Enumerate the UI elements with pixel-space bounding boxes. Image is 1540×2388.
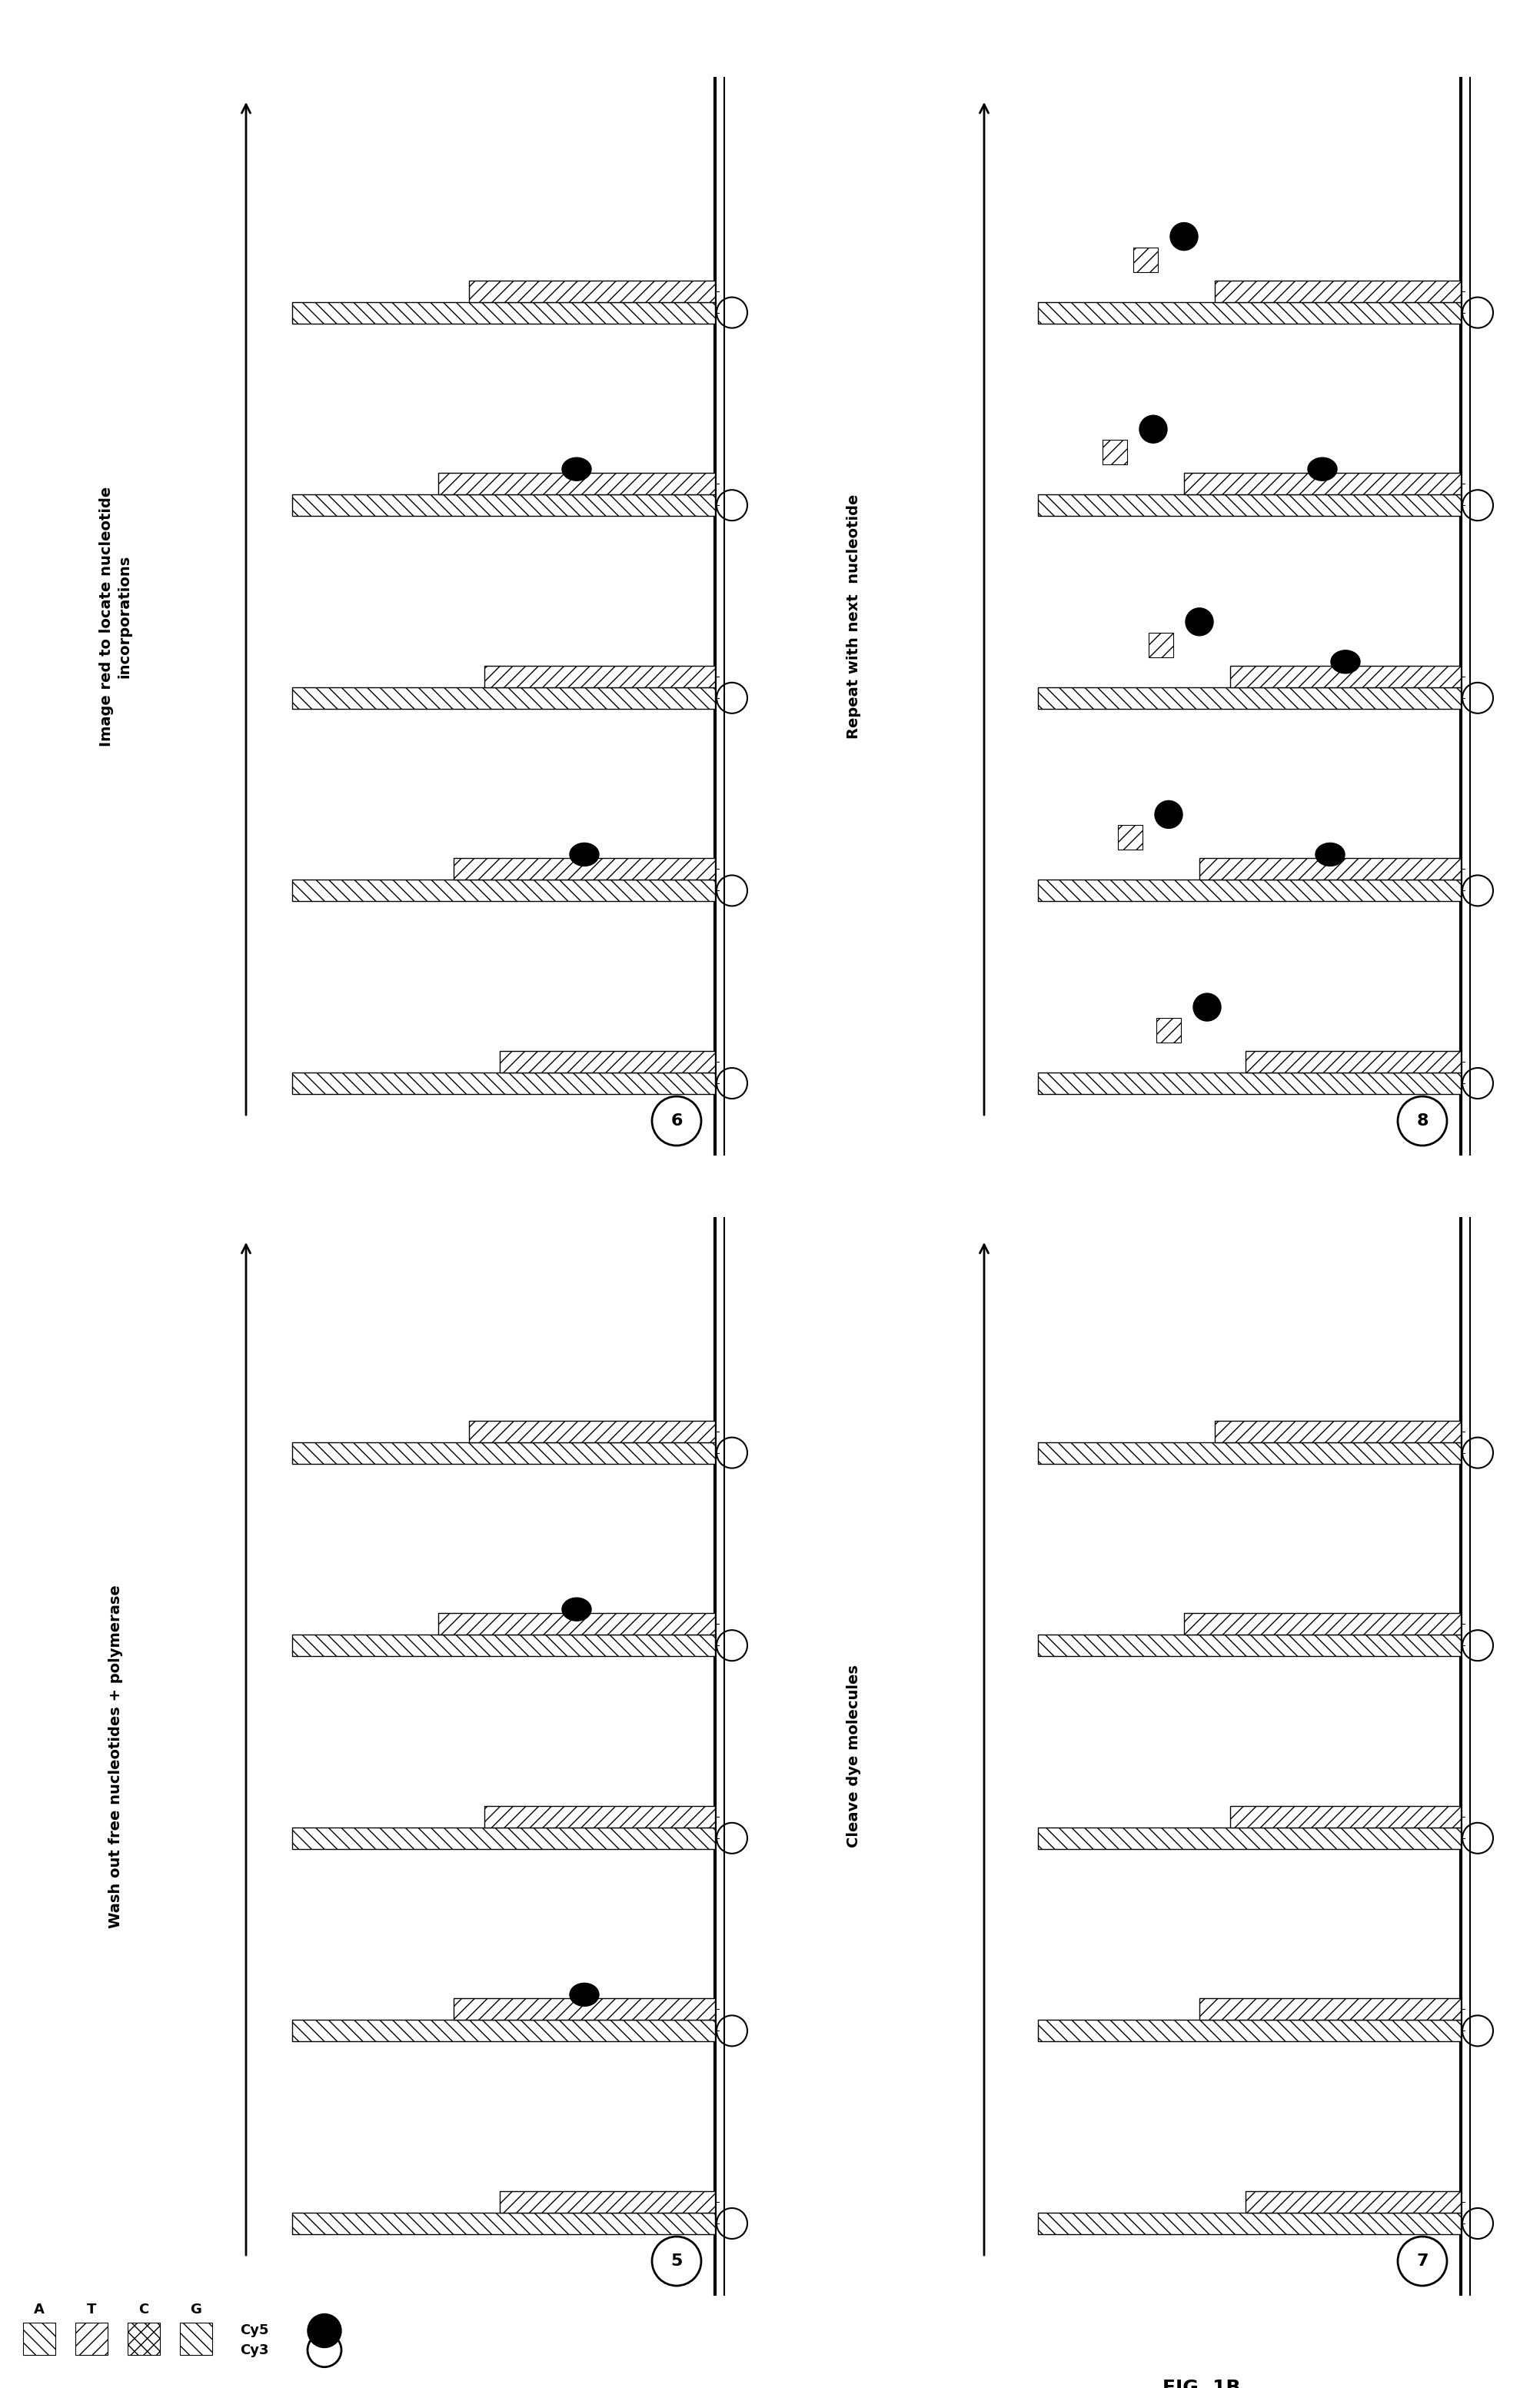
Bar xyxy=(293,879,715,900)
Bar xyxy=(1038,494,1461,516)
Bar xyxy=(1038,2214,1461,2235)
Ellipse shape xyxy=(570,1982,599,2006)
Bar xyxy=(293,2020,715,2042)
Bar xyxy=(180,2324,213,2355)
Bar xyxy=(1038,688,1461,709)
Circle shape xyxy=(1170,222,1198,251)
Bar xyxy=(293,301,715,322)
Bar xyxy=(1230,1805,1461,1827)
Bar xyxy=(1215,279,1461,301)
Bar xyxy=(1038,1636,1461,1657)
Bar xyxy=(1184,473,1461,494)
Ellipse shape xyxy=(570,843,599,867)
Bar xyxy=(500,1051,715,1072)
Bar xyxy=(454,857,715,879)
Ellipse shape xyxy=(562,1598,591,1621)
Bar xyxy=(1246,2192,1461,2214)
Bar xyxy=(293,1827,715,1848)
Bar xyxy=(293,1072,715,1094)
Bar xyxy=(293,494,715,516)
Bar xyxy=(1038,879,1461,900)
Ellipse shape xyxy=(562,458,591,480)
Text: Wash out free nucleotides + polymerase: Wash out free nucleotides + polymerase xyxy=(108,1586,123,1927)
Bar xyxy=(1200,1999,1461,2020)
Circle shape xyxy=(1186,609,1214,635)
Bar xyxy=(1149,633,1173,657)
Bar xyxy=(1230,666,1461,688)
Text: 5: 5 xyxy=(671,2254,682,2269)
Bar xyxy=(1215,1421,1461,1442)
Bar xyxy=(1246,1051,1461,1072)
Bar xyxy=(1038,1827,1461,1848)
Bar xyxy=(439,1614,715,1636)
Bar xyxy=(454,1999,715,2020)
Bar xyxy=(1038,1072,1461,1094)
Bar xyxy=(293,2214,715,2235)
Bar xyxy=(485,666,715,688)
Text: G: G xyxy=(191,2302,202,2316)
Bar xyxy=(75,2324,108,2355)
Bar xyxy=(485,1805,715,1827)
Circle shape xyxy=(308,2314,342,2347)
Text: Image red to locate nucleotide
incorporations: Image red to locate nucleotide incorpora… xyxy=(99,487,131,745)
Text: Cleave dye molecules: Cleave dye molecules xyxy=(845,1664,861,1848)
Bar xyxy=(1133,248,1158,272)
Bar xyxy=(293,1636,715,1657)
Bar xyxy=(128,2324,160,2355)
Text: 8: 8 xyxy=(1417,1113,1428,1130)
Text: C: C xyxy=(139,2302,149,2316)
Bar xyxy=(470,1421,715,1442)
Bar xyxy=(23,2324,55,2355)
Bar xyxy=(1038,2020,1461,2042)
Text: FIG. 1B: FIG. 1B xyxy=(1163,2378,1240,2388)
Bar xyxy=(1184,1614,1461,1636)
Circle shape xyxy=(1140,416,1167,444)
Text: T: T xyxy=(86,2302,95,2316)
Bar xyxy=(1103,439,1127,466)
Text: 6: 6 xyxy=(670,1113,682,1130)
Bar xyxy=(1038,301,1461,322)
Bar xyxy=(500,2192,715,2214)
Ellipse shape xyxy=(1307,458,1337,480)
Text: Cy5: Cy5 xyxy=(240,2324,268,2338)
Text: 7: 7 xyxy=(1417,2254,1428,2269)
Ellipse shape xyxy=(1331,650,1360,673)
Bar xyxy=(293,1442,715,1464)
Bar xyxy=(1157,1017,1181,1044)
Bar xyxy=(1118,826,1143,850)
Circle shape xyxy=(1194,993,1221,1022)
Ellipse shape xyxy=(1315,843,1344,867)
Text: A: A xyxy=(34,2302,45,2316)
Bar xyxy=(439,473,715,494)
Text: Cy3: Cy3 xyxy=(240,2343,268,2357)
Bar xyxy=(1200,857,1461,879)
Bar xyxy=(470,279,715,301)
Bar xyxy=(1038,1442,1461,1464)
Text: Repeat with next  nucleotide: Repeat with next nucleotide xyxy=(845,494,861,738)
Circle shape xyxy=(1155,800,1183,829)
Bar xyxy=(293,688,715,709)
